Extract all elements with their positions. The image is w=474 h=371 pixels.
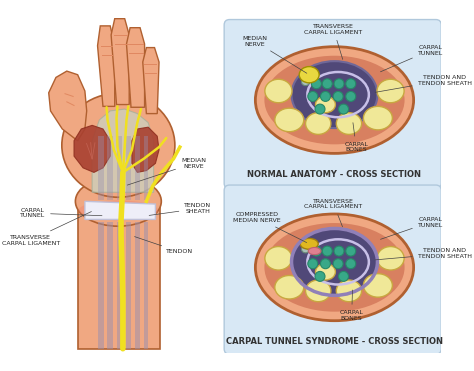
Ellipse shape: [255, 214, 414, 321]
Ellipse shape: [75, 177, 161, 226]
Ellipse shape: [308, 259, 318, 269]
Ellipse shape: [315, 272, 325, 281]
Text: TRANSVERSE
CARPAL LIGAMENT: TRANSVERSE CARPAL LIGAMENT: [1, 211, 91, 246]
Text: TENDON: TENDON: [135, 237, 193, 255]
Ellipse shape: [364, 106, 392, 130]
Ellipse shape: [311, 79, 321, 89]
Ellipse shape: [79, 200, 158, 220]
Text: TENDON
SHEATH: TENDON SHEATH: [149, 203, 211, 216]
Ellipse shape: [377, 247, 404, 270]
Polygon shape: [126, 222, 131, 349]
Polygon shape: [111, 19, 129, 105]
Polygon shape: [117, 136, 122, 200]
Polygon shape: [99, 222, 104, 349]
Text: TRANSVERSE
CARPAL LIGAMENT: TRANSVERSE CARPAL LIGAMENT: [304, 198, 363, 227]
FancyBboxPatch shape: [224, 20, 441, 189]
Text: MEDIAN
NERVE: MEDIAN NERVE: [242, 36, 307, 73]
Ellipse shape: [62, 93, 175, 197]
Ellipse shape: [275, 108, 304, 132]
Polygon shape: [132, 127, 159, 173]
Text: CARPAL
TUNNEL: CARPAL TUNNEL: [381, 217, 443, 239]
Ellipse shape: [306, 280, 331, 302]
Ellipse shape: [377, 79, 404, 103]
Polygon shape: [135, 222, 140, 349]
Ellipse shape: [308, 247, 321, 255]
FancyBboxPatch shape: [224, 185, 441, 354]
Ellipse shape: [320, 91, 330, 101]
Text: COMPRESSED
MEDIAN NERVE: COMPRESSED MEDIAN NERVE: [233, 212, 307, 243]
Ellipse shape: [255, 47, 414, 153]
Ellipse shape: [334, 79, 344, 89]
Ellipse shape: [292, 229, 377, 295]
Ellipse shape: [364, 274, 392, 297]
Ellipse shape: [311, 246, 321, 256]
Text: MEDIAN
NERVE: MEDIAN NERVE: [128, 158, 206, 185]
Polygon shape: [49, 71, 87, 141]
Polygon shape: [135, 136, 140, 200]
Text: CARPAL
BONES: CARPAL BONES: [340, 290, 364, 321]
Polygon shape: [92, 109, 154, 192]
Ellipse shape: [264, 223, 405, 312]
Polygon shape: [143, 47, 159, 114]
Ellipse shape: [338, 272, 348, 281]
Text: TENDON AND
TENDON SHEATH: TENDON AND TENDON SHEATH: [375, 75, 472, 92]
Ellipse shape: [336, 280, 362, 302]
Ellipse shape: [336, 113, 362, 134]
Ellipse shape: [320, 259, 330, 269]
Ellipse shape: [275, 276, 304, 299]
Polygon shape: [85, 201, 155, 219]
Text: TRANSVERSE
CARPAL LIGAMENT: TRANSVERSE CARPAL LIGAMENT: [304, 24, 363, 59]
Ellipse shape: [264, 56, 405, 144]
Ellipse shape: [299, 66, 319, 83]
Polygon shape: [117, 222, 122, 349]
Ellipse shape: [322, 79, 332, 89]
Polygon shape: [108, 222, 113, 349]
Ellipse shape: [346, 259, 356, 269]
Ellipse shape: [292, 61, 377, 128]
Text: CARPAL
TUNNEL: CARPAL TUNNEL: [20, 208, 102, 219]
Polygon shape: [98, 26, 115, 106]
Ellipse shape: [346, 246, 356, 256]
Ellipse shape: [301, 78, 310, 86]
Ellipse shape: [301, 246, 310, 253]
Text: CARPAL TUNNEL SYNDROME - CROSS SECTION: CARPAL TUNNEL SYNDROME - CROSS SECTION: [226, 337, 443, 346]
Polygon shape: [126, 136, 131, 200]
Ellipse shape: [334, 246, 344, 256]
Ellipse shape: [338, 104, 348, 114]
Ellipse shape: [315, 104, 325, 114]
Polygon shape: [74, 125, 110, 173]
Ellipse shape: [333, 259, 343, 269]
Polygon shape: [127, 28, 145, 107]
Text: NORMAL ANATOMY - CROSS SECTION: NORMAL ANATOMY - CROSS SECTION: [247, 170, 421, 179]
Polygon shape: [99, 136, 104, 200]
Ellipse shape: [346, 79, 356, 89]
Ellipse shape: [333, 91, 343, 101]
Polygon shape: [108, 136, 113, 200]
Text: TENDON AND
TENDON SHEATH: TENDON AND TENDON SHEATH: [375, 248, 472, 260]
Text: CARPAL
TUNNEL: CARPAL TUNNEL: [381, 45, 443, 72]
Ellipse shape: [265, 247, 292, 270]
Text: CARPAL
BONES: CARPAL BONES: [344, 123, 368, 152]
Polygon shape: [144, 136, 148, 200]
Ellipse shape: [308, 91, 318, 101]
Ellipse shape: [316, 96, 336, 113]
Ellipse shape: [265, 79, 292, 103]
Ellipse shape: [322, 246, 332, 256]
Ellipse shape: [316, 264, 336, 280]
Ellipse shape: [346, 91, 356, 101]
Ellipse shape: [300, 239, 318, 249]
Ellipse shape: [306, 113, 331, 134]
Polygon shape: [78, 201, 160, 349]
Polygon shape: [144, 222, 148, 349]
